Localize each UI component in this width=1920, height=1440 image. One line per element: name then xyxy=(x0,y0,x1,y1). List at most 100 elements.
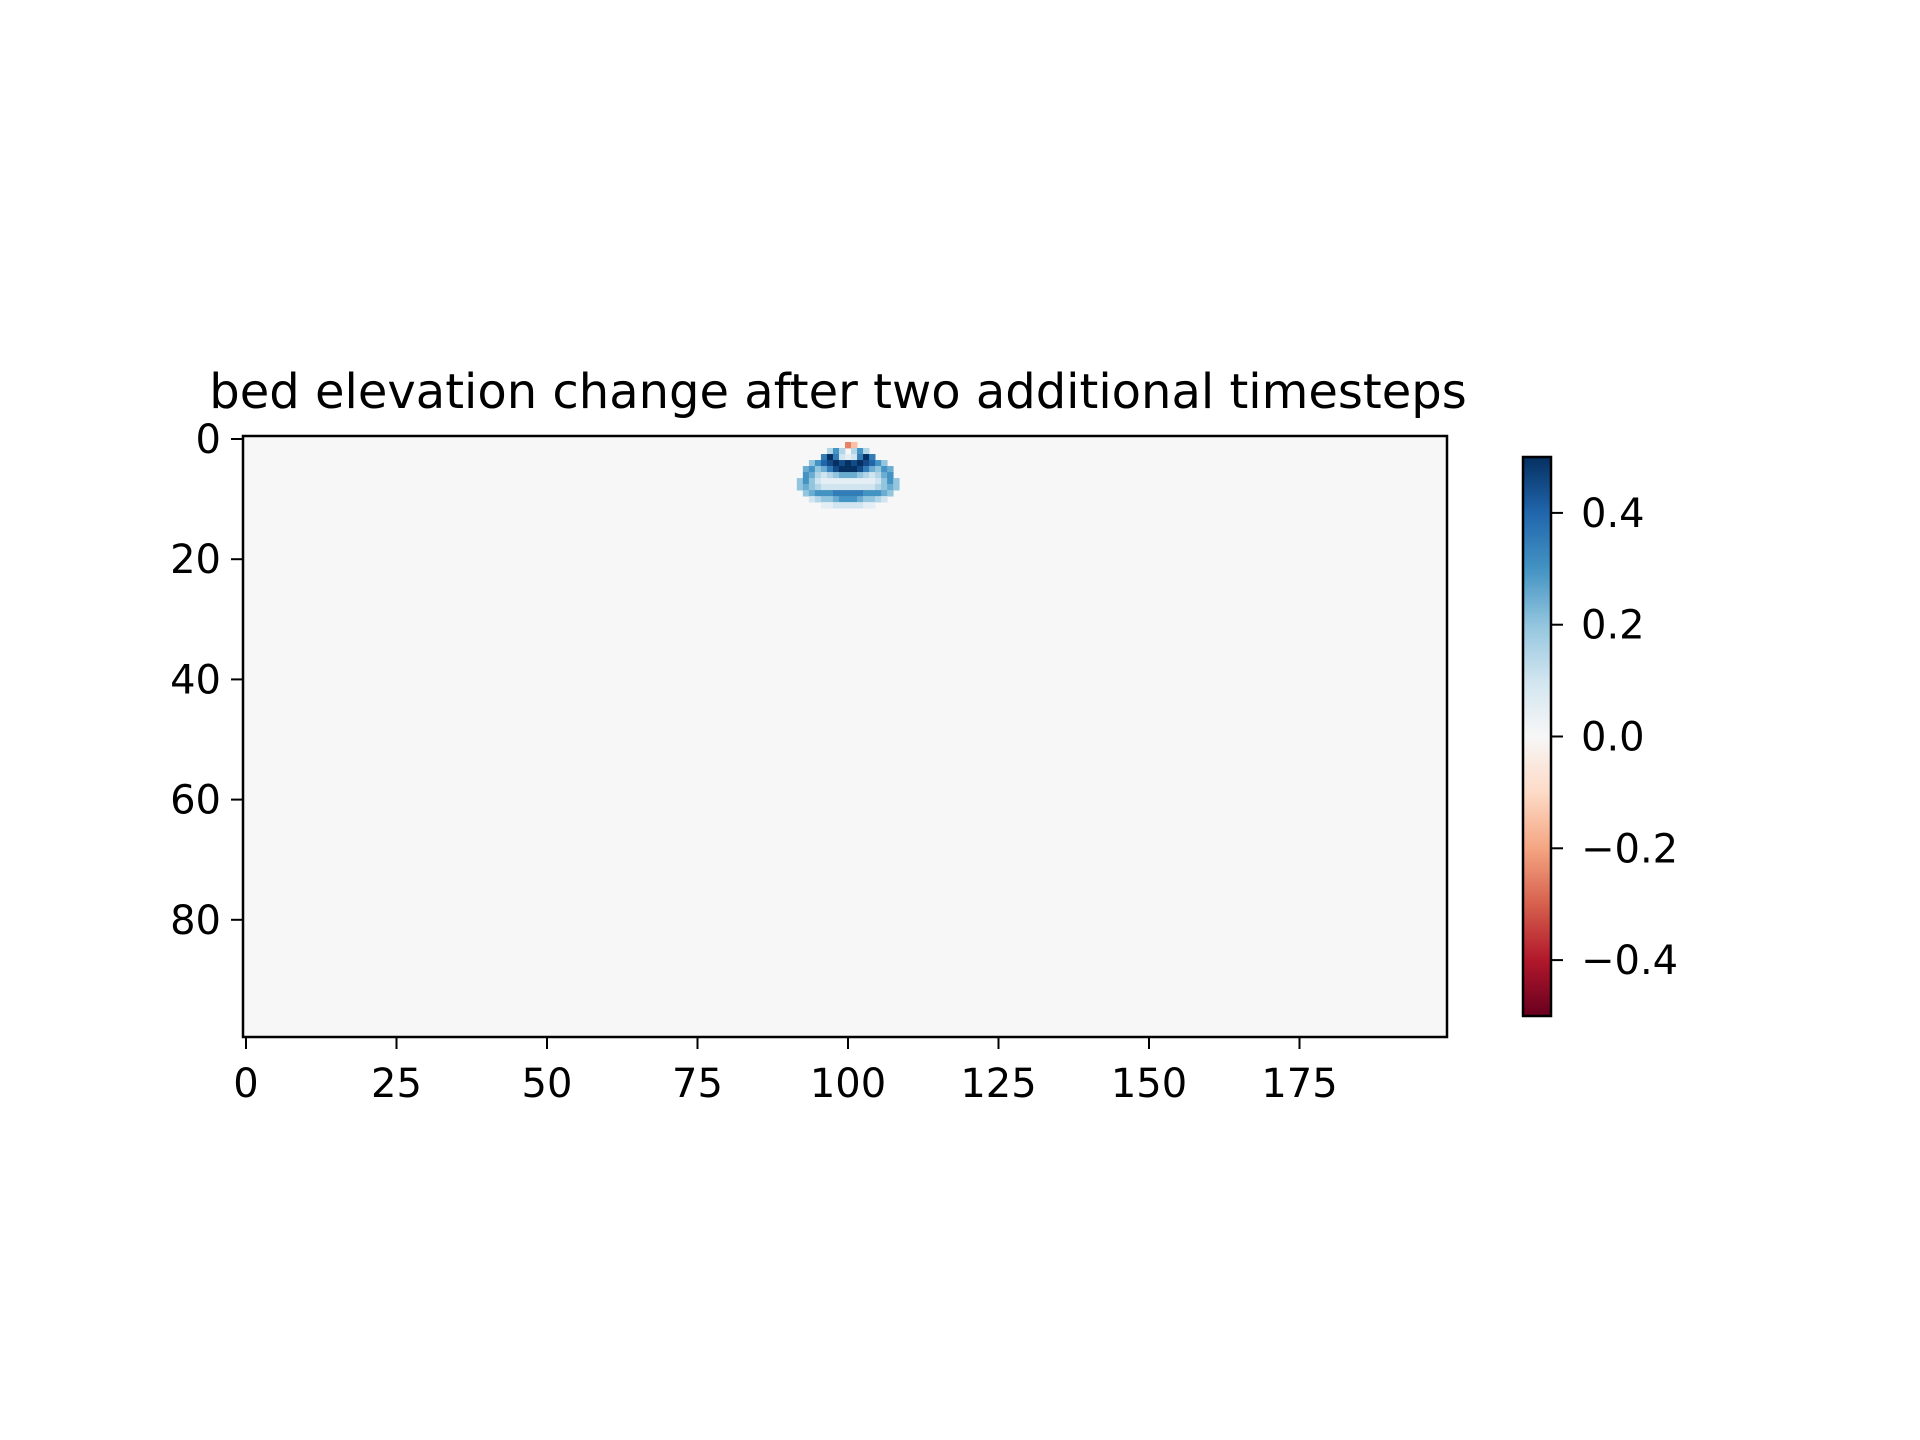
heatmap-cell xyxy=(851,496,858,503)
heatmap-cell xyxy=(857,478,864,485)
heatmap-cell xyxy=(838,472,846,479)
heatmap-cell xyxy=(808,490,816,497)
x-tick-label: 25 xyxy=(371,1061,422,1107)
heatmap-cell xyxy=(881,496,888,503)
x-tick-label: 0 xyxy=(233,1061,258,1107)
heatmap-cell xyxy=(802,490,810,497)
heatmap-cell xyxy=(845,454,852,461)
heatmap-cell xyxy=(875,472,882,479)
plot-frame xyxy=(241,434,1449,1039)
heatmap-cell xyxy=(820,460,828,467)
heatmap-cell xyxy=(820,490,828,497)
heatmap-cell xyxy=(851,490,858,497)
heatmap-cell xyxy=(863,454,870,461)
x-tick-label: 125 xyxy=(960,1061,1036,1107)
heatmap-cell xyxy=(869,478,876,485)
heatmap-cell xyxy=(851,466,858,473)
heatmap-cell xyxy=(838,454,846,461)
heatmap-cell xyxy=(881,484,888,491)
heatmap-cell xyxy=(881,460,888,467)
heatmap-cell xyxy=(857,448,864,455)
heatmap-cell xyxy=(832,484,840,491)
heatmap-cell xyxy=(881,472,888,479)
colorbar-gradient xyxy=(1523,457,1551,1016)
heatmap-cell xyxy=(845,442,852,449)
heatmap-cell xyxy=(887,484,894,491)
heatmap-cell xyxy=(820,484,828,491)
y-tick-label: 20 xyxy=(170,537,221,583)
heatmap-cell xyxy=(863,484,870,491)
heatmap-cell xyxy=(826,472,834,479)
heatmap-cell xyxy=(826,478,834,485)
y-tick-label: 0 xyxy=(196,417,221,463)
heatmap-cell xyxy=(851,460,858,467)
heatmap-cell xyxy=(832,454,840,461)
y-axis: 0 20 40 60 80 xyxy=(170,417,243,944)
heatmap-cell xyxy=(845,490,852,497)
heatmap-cell xyxy=(802,478,810,485)
heatmap-cell xyxy=(814,460,822,467)
heatmap-cell xyxy=(814,484,822,491)
heatmap-cell xyxy=(869,490,876,497)
heatmap-cell xyxy=(808,472,816,479)
heatmap-cell xyxy=(826,460,834,467)
heatmap-cell xyxy=(845,460,852,467)
heatmap-cell xyxy=(857,496,864,503)
heatmap-plot-area xyxy=(241,434,1449,1039)
heatmap-cell xyxy=(826,496,834,503)
heatmap-cell xyxy=(887,478,894,485)
heatmap-cell xyxy=(820,472,828,479)
heatmap-cell xyxy=(851,454,858,461)
heatmap-cell xyxy=(893,484,900,491)
heatmap-cell xyxy=(838,466,846,473)
y-tick-label: 80 xyxy=(170,898,221,944)
heatmap-cell xyxy=(820,496,828,503)
heatmap-cell xyxy=(863,460,870,467)
heatmap-cell xyxy=(887,472,894,479)
heatmap-cell xyxy=(875,478,882,485)
heatmap-cell xyxy=(808,478,816,485)
heatmap-cell xyxy=(845,484,852,491)
heatmap-cell xyxy=(857,484,864,491)
heatmap-cell xyxy=(851,448,858,455)
x-tick-label: 75 xyxy=(672,1061,723,1107)
heatmap-cell xyxy=(820,454,828,461)
heatmap-cell xyxy=(826,484,834,491)
heatmap-cell xyxy=(814,466,822,473)
heatmap-cell xyxy=(863,472,870,479)
heatmap-cell xyxy=(863,502,870,509)
heatmap-cell xyxy=(857,460,864,467)
heatmap-cell xyxy=(863,496,870,503)
heatmap-cell xyxy=(838,478,846,485)
heatmap-cell xyxy=(845,502,852,509)
heatmap-cell xyxy=(887,490,894,497)
heatmap-cell xyxy=(832,502,840,509)
x-tick-label: 50 xyxy=(522,1061,573,1107)
chart-title: bed elevation change after two additiona… xyxy=(209,364,1467,420)
heatmap-cell xyxy=(857,454,864,461)
y-tick-label: 60 xyxy=(170,778,221,824)
heatmap-cell xyxy=(814,472,822,479)
heatmap-cell xyxy=(838,502,846,509)
heatmap-cell xyxy=(881,478,888,485)
heatmap-cell xyxy=(863,448,870,455)
heatmap-cell xyxy=(832,448,840,455)
heatmap-cell xyxy=(814,478,822,485)
heatmap-cell xyxy=(838,496,846,503)
heatmap-cell xyxy=(875,496,882,503)
heatmap-cell xyxy=(814,490,822,497)
heatmap-cell xyxy=(832,496,840,503)
heatmap-cell xyxy=(869,496,876,503)
heatmap-cell xyxy=(857,490,864,497)
heatmap-cell xyxy=(826,448,834,455)
heatmap-background xyxy=(243,436,1447,1037)
heatmap-cell xyxy=(802,466,810,473)
heatmap-cell xyxy=(875,490,882,497)
heatmap-cell xyxy=(826,502,834,509)
heatmap-cell xyxy=(808,496,816,503)
heatmap-cell xyxy=(820,502,828,509)
heatmap-cell xyxy=(802,484,810,491)
heatmap-cell xyxy=(851,472,858,479)
heatmap-cell xyxy=(820,478,828,485)
heatmap-cell xyxy=(820,466,828,473)
